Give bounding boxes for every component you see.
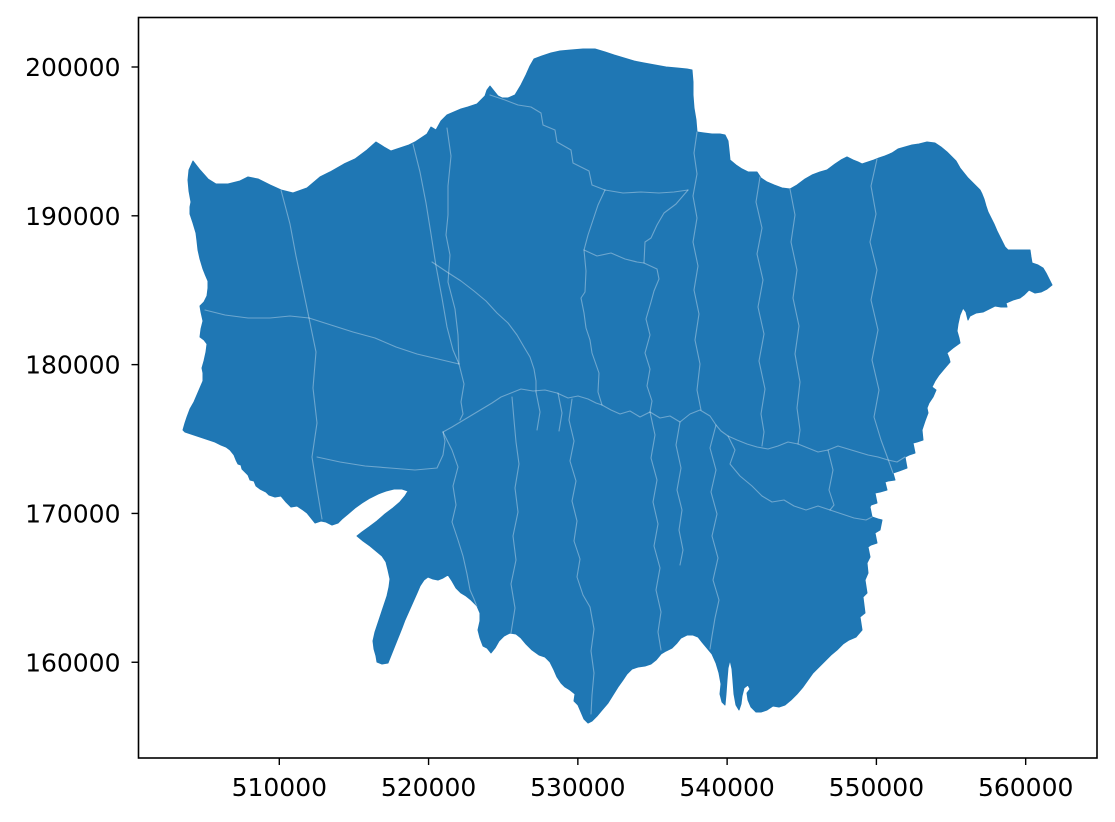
borough-boundary-line [557,392,563,432]
borough-boundary-line [604,189,689,194]
borough-boundary-line [280,189,323,520]
borough-boundary-line [675,421,684,566]
borough-boundary-line [442,388,906,463]
borough-boundaries [204,94,906,715]
borough-boundary-line [649,411,662,651]
y-tick-label: 160000 [25,648,120,677]
borough-boundary-line [316,431,446,471]
borough-boundary-line [412,143,460,365]
borough-boundary-line [727,435,873,521]
x-tick-label: 520000 [381,773,476,802]
borough-boundary-line [755,176,766,447]
borough-boundary-line [827,449,835,511]
borough-boundary-line [442,431,478,608]
y-axis: 160000 170000 180000 190000 200000 [25,53,139,677]
greater-london-outline [182,48,1053,724]
x-tick-label: 510000 [232,773,327,802]
borough-boundary-line [535,391,541,431]
borough-boundary-line [692,131,702,411]
y-tick-label: 200000 [25,53,120,82]
borough-boundary-line [789,188,801,445]
borough-boundary-line [204,309,310,319]
y-tick-label: 190000 [25,202,120,231]
borough-boundary-line [869,158,894,474]
borough-boundary-line [489,94,606,191]
borough-boundary-line [643,189,689,413]
borough-boundary-line [568,398,595,715]
x-tick-label: 560000 [978,773,1073,802]
borough-boundary-line [445,127,460,365]
x-tick-label: 550000 [829,773,924,802]
x-axis: 510000 520000 530000 540000 550000 560000 [232,758,1073,802]
x-tick-label: 530000 [530,773,625,802]
borough-boundary-line [709,424,720,650]
y-tick-label: 170000 [25,499,120,528]
borough-boundary-line [510,396,520,634]
y-tick-label: 180000 [25,351,120,380]
borough-boundary-line [308,317,460,365]
borough-boundary-line [431,261,537,393]
borough-boundary-line [458,363,465,421]
x-tick-label: 540000 [679,773,774,802]
axes-frame [137,16,1098,759]
borough-boundary-line [583,249,645,264]
borough-boundary-line [580,189,606,406]
